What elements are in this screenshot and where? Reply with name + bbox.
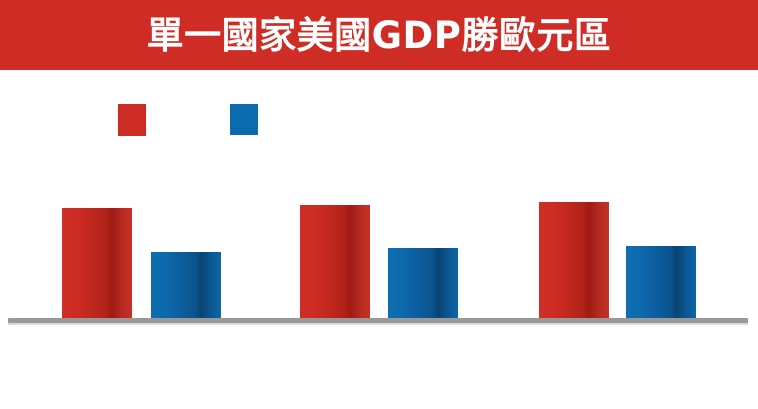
bar-blue-group-0[interactable]	[151, 252, 221, 318]
bar-red-group-0[interactable]	[62, 208, 132, 318]
chart-legend	[0, 100, 758, 140]
bar-blue-group-2[interactable]	[626, 246, 696, 318]
legend-item-red[interactable]	[118, 104, 153, 136]
legend-item-blue[interactable]	[230, 104, 265, 135]
bar-red-group-2[interactable]	[539, 202, 609, 318]
legend-swatch-red	[118, 104, 146, 136]
axis-baseline-shadow	[8, 323, 748, 325]
chart-title-banner: 單一國家美國GDP勝歐元區	[0, 0, 758, 70]
page-title: 單一國家美國GDP勝歐元區	[146, 13, 612, 57]
legend-swatch-blue	[230, 104, 258, 135]
axis-baseline	[8, 318, 748, 323]
bar-blue-group-1[interactable]	[388, 248, 458, 318]
bar-red-group-1[interactable]	[300, 205, 370, 318]
